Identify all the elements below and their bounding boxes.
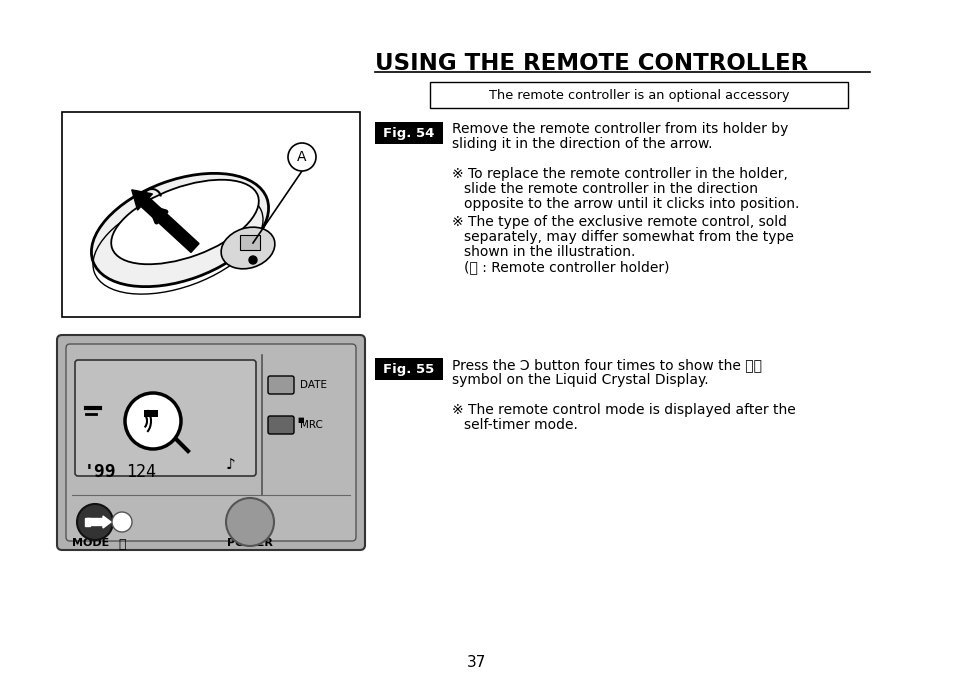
Text: ※ The type of the exclusive remote control, sold: ※ The type of the exclusive remote contr… bbox=[452, 215, 786, 229]
Text: Remove the remote controller from its holder by: Remove the remote controller from its ho… bbox=[452, 122, 787, 136]
Bar bbox=[375, 358, 442, 380]
Bar bbox=[85, 518, 90, 526]
Bar bbox=[62, 112, 359, 317]
Text: Fig. 55: Fig. 55 bbox=[383, 362, 435, 375]
Bar bbox=[144, 410, 158, 417]
Text: MRC: MRC bbox=[299, 420, 322, 430]
Text: ♪: ♪ bbox=[226, 458, 235, 473]
Text: DATE: DATE bbox=[299, 380, 327, 390]
Text: separately, may differ somewhat from the type: separately, may differ somewhat from the… bbox=[463, 230, 793, 244]
Text: USING THE REMOTE CONTROLLER: USING THE REMOTE CONTROLLER bbox=[375, 52, 807, 75]
Text: The remote controller is an optional accessory: The remote controller is an optional acc… bbox=[488, 88, 788, 101]
Text: ※ The remote control mode is displayed after the: ※ The remote control mode is displayed a… bbox=[452, 403, 795, 417]
Circle shape bbox=[112, 512, 132, 532]
Text: POWER: POWER bbox=[227, 538, 273, 548]
Text: shown in the illustration.: shown in the illustration. bbox=[463, 245, 635, 259]
Text: 37: 37 bbox=[467, 655, 486, 670]
Text: Fig. 54: Fig. 54 bbox=[383, 126, 435, 140]
Ellipse shape bbox=[91, 173, 269, 287]
Text: 124: 124 bbox=[126, 463, 156, 481]
Text: ⏲: ⏲ bbox=[118, 538, 126, 551]
FancyBboxPatch shape bbox=[268, 416, 294, 434]
Circle shape bbox=[288, 143, 315, 171]
Bar bbox=[430, 82, 847, 108]
FancyArrow shape bbox=[132, 190, 199, 252]
Text: slide the remote controller in the direction: slide the remote controller in the direc… bbox=[463, 182, 758, 196]
Circle shape bbox=[249, 256, 256, 264]
Circle shape bbox=[125, 393, 181, 449]
Text: ■: ■ bbox=[296, 417, 303, 423]
Ellipse shape bbox=[112, 180, 258, 264]
Circle shape bbox=[77, 504, 112, 540]
Text: sliding it in the direction of the arrow.: sliding it in the direction of the arrow… bbox=[452, 137, 712, 151]
FancyBboxPatch shape bbox=[75, 360, 255, 476]
Text: Press the Ɔ button four times to show the ⮞⮞: Press the Ɔ button four times to show th… bbox=[452, 358, 761, 372]
FancyBboxPatch shape bbox=[66, 344, 355, 541]
FancyBboxPatch shape bbox=[268, 376, 294, 394]
Bar bbox=[240, 235, 260, 250]
Ellipse shape bbox=[221, 227, 274, 269]
Text: (Ⓐ : Remote controller holder): (Ⓐ : Remote controller holder) bbox=[463, 260, 669, 274]
Text: A: A bbox=[297, 150, 307, 164]
Circle shape bbox=[226, 498, 274, 546]
Text: ※ To replace the remote controller in the holder,: ※ To replace the remote controller in th… bbox=[452, 167, 787, 181]
Text: '99: '99 bbox=[84, 463, 116, 481]
Text: symbol on the Liquid Crystal Display.: symbol on the Liquid Crystal Display. bbox=[452, 373, 708, 387]
Bar bbox=[375, 122, 442, 144]
Text: MODE: MODE bbox=[72, 538, 110, 548]
FancyBboxPatch shape bbox=[57, 335, 365, 550]
Text: opposite to the arrow until it clicks into position.: opposite to the arrow until it clicks in… bbox=[463, 197, 799, 211]
Text: self-timer mode.: self-timer mode. bbox=[463, 418, 578, 432]
FancyArrow shape bbox=[87, 516, 111, 528]
